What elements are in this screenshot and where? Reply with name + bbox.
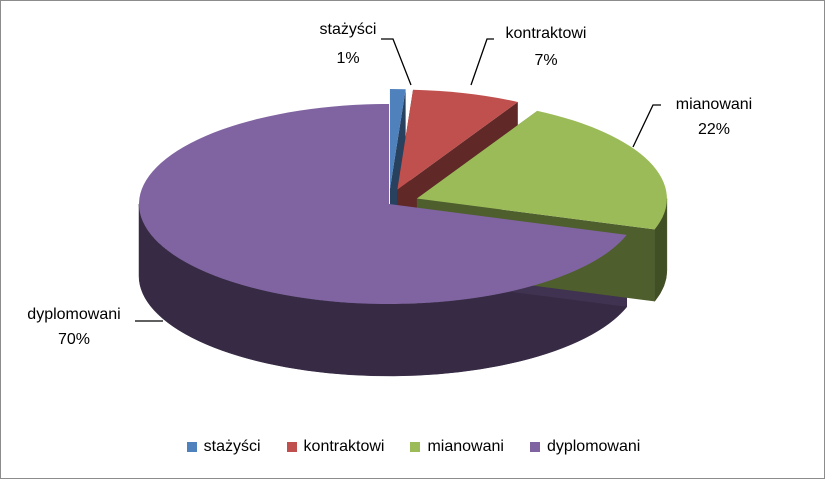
slice-label-value-0: 1% [336, 50, 359, 67]
slice-label-name-0: stażyści [320, 21, 377, 38]
slice-label-name-3: dyplomowani [27, 306, 120, 323]
leader-lines [135, 38, 661, 322]
legend-label: mianowani [427, 438, 504, 455]
legend-item: mianowani [410, 438, 504, 456]
slice-label-name-2: mianowani [676, 96, 752, 113]
legend-item: stażyści [186, 438, 261, 456]
leader-line-2 [632, 104, 661, 148]
leader-line-1 [470, 38, 494, 86]
slice-top-3 [139, 104, 627, 304]
leader-line-0 [381, 38, 412, 86]
slice-label-name-1: kontraktowi [506, 25, 587, 42]
slice-top-0 [389, 89, 406, 190]
legend-item: kontraktowi [286, 438, 385, 456]
legend-swatch-3 [529, 442, 540, 452]
slice-label-value-1: 7% [534, 52, 557, 69]
legend-item: dyplomowani [529, 438, 641, 456]
slice-label-value-2: 22% [698, 121, 730, 138]
slice-top-2 [416, 110, 667, 230]
chart-legend: stażyści kontraktowi mianowani dyplomowa… [1, 435, 825, 459]
legend-label: kontraktowi [303, 438, 385, 455]
legend-label: stażyści [203, 438, 261, 455]
pie-slices [138, 89, 668, 377]
legend-swatch-1 [286, 442, 297, 452]
slice-top-1 [397, 89, 518, 190]
legend-label: dyplomowani [546, 438, 641, 455]
slice-label-value-3: 70% [58, 331, 90, 348]
slice-wall [138, 203, 628, 377]
legend-swatch-0 [186, 442, 197, 452]
legend-swatch-2 [410, 442, 421, 452]
